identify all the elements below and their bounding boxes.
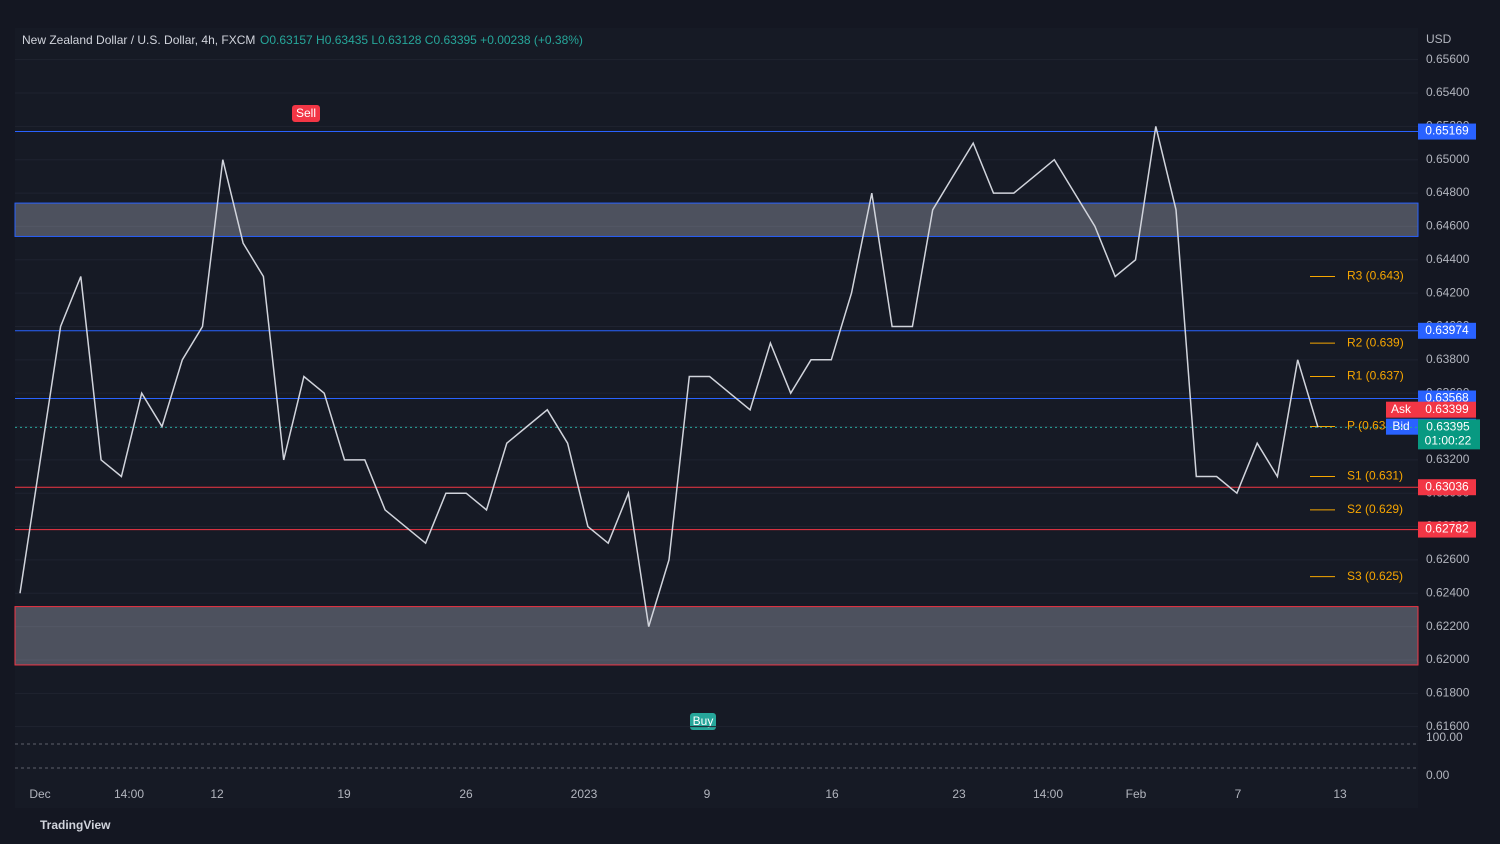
pivot-label: S2 (0.629) [1347,502,1403,516]
zone [14,606,1419,666]
y-tick-label: 0.62400 [1426,585,1470,599]
x-tick-label: 19 [337,787,351,801]
x-tick-label: 2023 [571,787,598,801]
y-tick-label: 0.62600 [1426,552,1470,566]
y-tick-label: 0.65600 [1426,52,1470,66]
plot-area [15,28,1418,808]
x-tick-label: 14:00 [114,787,144,801]
osc-tick: 0.00 [1426,768,1450,782]
x-tick-label: 9 [704,787,711,801]
y-tick-label: 0.62200 [1426,619,1470,633]
x-tick-label: 16 [825,787,839,801]
x-tick-label: 23 [952,787,966,801]
pivot-label: R1 (0.637) [1347,369,1404,383]
x-tick-label: 13 [1333,787,1347,801]
pivot-label: S3 (0.625) [1347,569,1403,583]
ask-tag: Ask [1391,402,1412,416]
level-label: 0.65169 [1425,124,1469,138]
level-badge [1418,521,1476,538]
buy-signal: Buy [693,714,714,728]
level-label: 0.63036 [1425,479,1469,493]
pivot-label: R3 (0.643) [1347,269,1404,283]
last-badge [1418,419,1480,450]
y-tick-label: 0.61600 [1426,719,1470,733]
pivot-label: S1 (0.631) [1347,469,1403,483]
y-tick-label: 0.64400 [1426,252,1470,266]
pivot-label: P (0.634) [1347,419,1396,433]
ask-price: 0.63399 [1425,402,1469,416]
sell-badge [292,105,320,122]
price-line [19,126,1319,627]
countdown: 01:00:22 [1425,434,1472,448]
x-tick-label: 26 [459,787,473,801]
x-tick-label: 7 [1235,787,1242,801]
buy-badge [690,713,716,730]
level-badge [1418,322,1476,339]
ohlc: O0.63157 H0.63435 L0.63128 C0.63395 +0.0… [260,33,583,47]
level-label: 0.63568 [1425,391,1469,405]
y-tick-label: 0.64800 [1426,185,1470,199]
last-price: 0.63395 [1426,420,1470,434]
sell-signal: Sell [296,106,316,120]
y-tick-label: 0.65000 [1426,152,1470,166]
y-tick-label: 0.62000 [1426,652,1470,666]
bid-tag: Bid [1392,419,1409,433]
level-label: 0.62782 [1425,522,1469,536]
chart-title: New Zealand Dollar / U.S. Dollar, 4h, FX… [22,33,255,47]
brand: TradingView [40,818,111,832]
y-tick-label: 0.63200 [1426,452,1470,466]
x-tick-label: Dec [29,787,50,801]
level-badge [1418,479,1476,496]
pivot-label: R2 (0.639) [1347,335,1404,349]
x-tick-label: Feb [1126,787,1147,801]
y-tick-label: 0.64600 [1426,219,1470,233]
level-badge [1418,123,1476,140]
y-tick-label: 0.65400 [1426,85,1470,99]
x-tick-label: 12 [210,787,224,801]
ask-badge [1386,401,1476,418]
y-tick-label: 0.63800 [1426,352,1470,366]
y-tick-label: 0.64200 [1426,285,1470,299]
level-label: 0.63974 [1425,323,1469,337]
x-tick-label: 14:00 [1033,787,1063,801]
zone [14,202,1419,237]
osc-tick: 100.00 [1426,730,1463,744]
currency: USD [1426,32,1452,46]
y-tick-label: 0.61800 [1426,685,1470,699]
